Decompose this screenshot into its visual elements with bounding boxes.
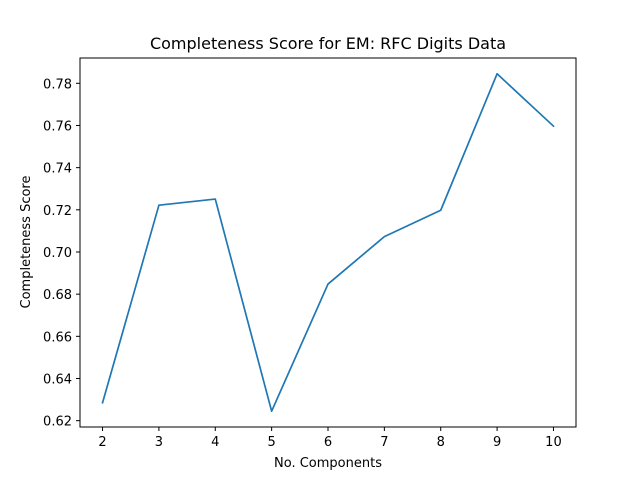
x-tick-label: 5 [267, 435, 275, 450]
x-tick-label: 10 [545, 435, 562, 450]
y-tick-label: 0.66 [43, 330, 72, 345]
x-tick-label: 4 [211, 435, 219, 450]
y-axis-label: Completeness Score [19, 176, 34, 309]
x-tick-label: 6 [324, 435, 332, 450]
series-line [101, 72, 555, 413]
series-layer [101, 72, 555, 413]
x-tick-label: 2 [98, 435, 106, 450]
y-tick-label: 0.70 [43, 246, 72, 261]
y-tick-label: 0.62 [43, 415, 72, 430]
y-tick-label: 0.74 [43, 162, 72, 177]
x-tick-label: 9 [493, 435, 501, 450]
y-tick-label: 0.76 [43, 119, 72, 134]
x-axis-label: No. Components [274, 456, 382, 471]
y-tick-label: 0.68 [43, 288, 72, 303]
y-tick-label: 0.64 [43, 373, 72, 388]
y-tick-label: 0.78 [43, 77, 72, 92]
x-tick-label: 3 [155, 435, 163, 450]
x-tick-label: 8 [437, 435, 445, 450]
y-tick-label: 0.72 [43, 204, 72, 219]
plot-area-frame [79, 57, 577, 428]
chart-title: Completeness Score for EM: RFC Digits Da… [150, 34, 506, 53]
ticks-layer: 2 3 4 5 6 7 8 9 10 0.62 0.64 0.66 0.68 0.70 0.72 0.74 0.… [43, 77, 562, 450]
x-tick-label: 7 [380, 435, 388, 450]
